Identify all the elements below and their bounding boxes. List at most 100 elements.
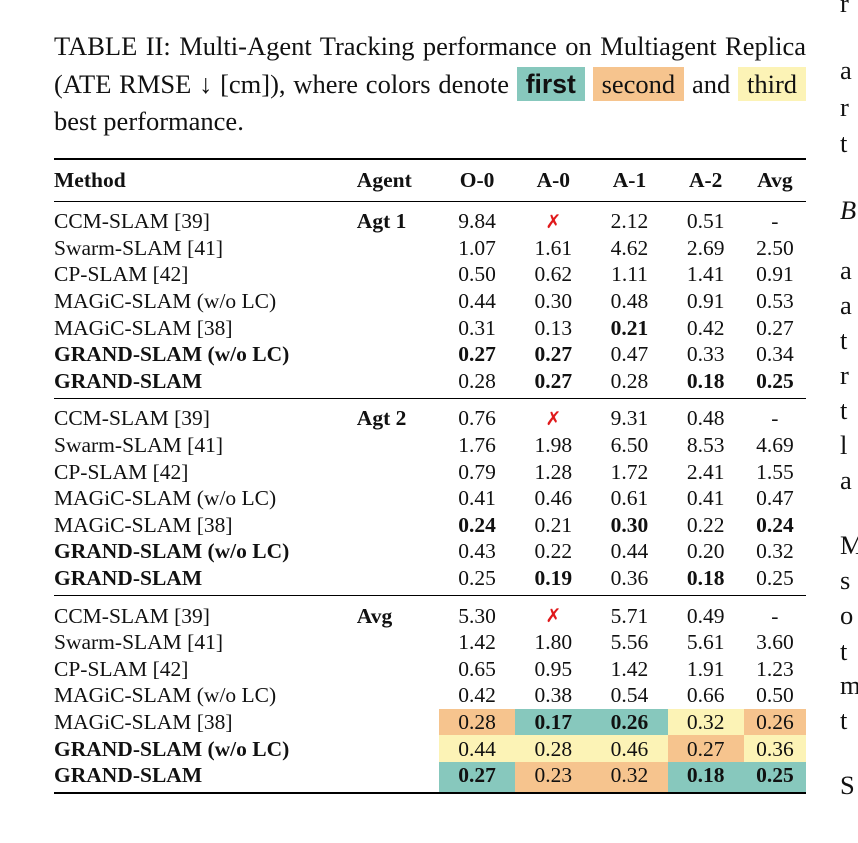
value-cell: 0.22 [686,512,725,537]
cross-mark-icon: ✗ [545,605,562,628]
value-cell: 0.24 [458,512,496,537]
method-cell: MAGiC-SLAM [38] [54,315,233,340]
right-column-fragment: m [840,670,858,700]
value-cell: 0.25 [458,566,496,591]
results-table: Method Agent O-0 A-0 A-1 A-2 Avg CCM-SLA… [54,158,806,794]
value-cell: 0.27 [534,368,573,393]
agent-cell [355,288,439,315]
value-cell: 1.41 [686,262,725,287]
value-cell: 0.79 [458,459,496,484]
table-row: GRAND-SLAM (w/o LC) 0.44 0.28 0.46 0.27 0.36 [54,735,806,762]
value-cell: 0.27 [439,761,516,794]
legend-second: second [592,66,685,101]
value-cell: 0.24 [756,512,794,537]
value-cell: - [771,406,779,431]
right-column-fragment: a [840,255,852,285]
value-cell: 1.72 [610,459,649,484]
right-column-fragment: a [840,465,852,495]
value-cell: 1.55 [756,459,794,484]
agent-cell [355,682,439,709]
method-cell: Swarm-SLAM [41] [54,433,223,458]
agent-cell [355,709,439,736]
table-row: MAGiC-SLAM (w/o LC) 0.42 0.38 0.54 0.66 0.50 [54,682,806,709]
value-cell: 1.80 [534,630,573,655]
method-cell: GRAND-SLAM [54,566,203,591]
value-cell: 0.66 [686,683,725,708]
value-cell: 0.47 [756,486,794,511]
method-cell: CCM-SLAM [39] [54,209,210,234]
value-cell: - [771,209,779,234]
method-cell: CP-SLAM [42] [54,459,189,484]
table-row: MAGiC-SLAM (w/o LC) 0.41 0.46 0.61 0.41 0.47 [54,485,806,512]
value-cell: 2.41 [686,459,725,484]
value-cell: 1.42 [610,656,649,681]
value-cell: 0.46 [534,486,573,511]
right-column-fragment: B [840,195,857,225]
method-cell: GRAND-SLAM [54,368,203,393]
value-cell: 0.50 [458,262,496,287]
header-a0: A-0 [536,168,571,192]
right-column-fragment: t [840,636,848,666]
table-row: Swarm-SLAM [41] 1.76 1.98 6.50 8.53 4.69 [54,432,806,459]
fail-mark-cell: ✗ [515,596,591,629]
value-cell: 1.07 [458,235,496,260]
value-cell: 5.71 [610,603,649,628]
table-row: GRAND-SLAM 0.28 0.27 0.28 0.18 0.25 [54,368,806,399]
value-cell: 0.26 [743,708,806,736]
agent-cell: Avg [356,603,393,628]
table-row: MAGiC-SLAM [38] 0.24 0.21 0.30 0.22 0.24 [54,512,806,539]
table-row: GRAND-SLAM 0.27 0.23 0.32 0.18 0.25 [54,761,806,794]
value-cell: 0.44 [439,735,516,762]
value-cell: 2.12 [610,209,649,234]
table-row: CP-SLAM [42] 0.65 0.95 1.42 1.91 1.23 [54,656,806,683]
table-row: MAGiC-SLAM [38] 0.28 0.17 0.26 0.32 0.26 [54,708,806,736]
agent-cell [355,538,439,565]
value-cell: 0.28 [515,735,592,762]
value-cell: 0.32 [667,708,744,736]
agent-cell [355,235,439,262]
right-column-fragment: M [840,530,858,560]
cross-mark-icon: ✗ [545,407,562,430]
right-column-fragment: a [840,290,852,320]
table-group-1: CCM-SLAM [39] Agt 1 9.84 ✗ 2.12 0.51- Swarm-SL… [54,202,806,399]
right-column-fragment: r [840,92,849,122]
method-cell: CP-SLAM [42] [54,656,189,681]
value-cell: 0.28 [458,368,496,393]
value-cell: 0.13 [534,315,573,340]
method-cell: CP-SLAM [42] [54,262,189,287]
value-cell: 0.28 [439,708,516,736]
table-row: CCM-SLAM [39] Agt 2 0.76 ✗ 9.31 0.48 - [54,399,806,432]
agent-cell [355,512,439,539]
value-cell: 0.34 [756,342,794,367]
value-cell: 0.27 [756,315,794,340]
value-cell: 0.32 [756,539,794,564]
value-cell: 0.18 [686,566,725,591]
value-cell: 5.30 [458,603,496,628]
value-cell: 0.91 [686,289,725,314]
value-cell: 2.69 [686,235,725,260]
table-row: CCM-SLAM [39] Agt 1 9.84 ✗ 2.12 0.51 - [54,202,806,235]
caption-text: TABLE II: Multi-Agent Tracking performan… [54,31,806,99]
method-cell: CCM-SLAM [39] [54,406,210,431]
value-cell: 0.19 [534,566,573,591]
header-a2: A-2 [688,168,723,192]
right-column-fragment: t [840,128,848,158]
value-cell: 0.22 [534,539,573,564]
table-group-3: CCM-SLAM [39] Avg 5.30 ✗ 5.71 0.49- Swarm-SLAM… [54,596,806,794]
value-cell: 5.61 [686,630,725,655]
right-column-fragment: t [840,395,848,425]
agent-cell: Agt 1 [356,209,407,234]
value-cell: 1.42 [458,630,496,655]
header-agent: Agent [356,168,412,192]
table-row: GRAND-SLAM 0.25 0.19 0.36 0.18 0.25 [54,565,806,596]
value-cell: 9.84 [458,209,496,234]
caption-tail: best performance. [54,106,244,136]
value-cell: 0.50 [756,683,794,708]
agent-cell [355,261,439,288]
value-cell: - [771,603,779,628]
method-cell: MAGiC-SLAM (w/o LC) [54,486,277,511]
value-cell: 0.54 [610,683,649,708]
agent-cell [355,485,439,512]
method-cell: MAGiC-SLAM (w/o LC) [54,289,277,314]
caption-and: and [691,68,731,99]
